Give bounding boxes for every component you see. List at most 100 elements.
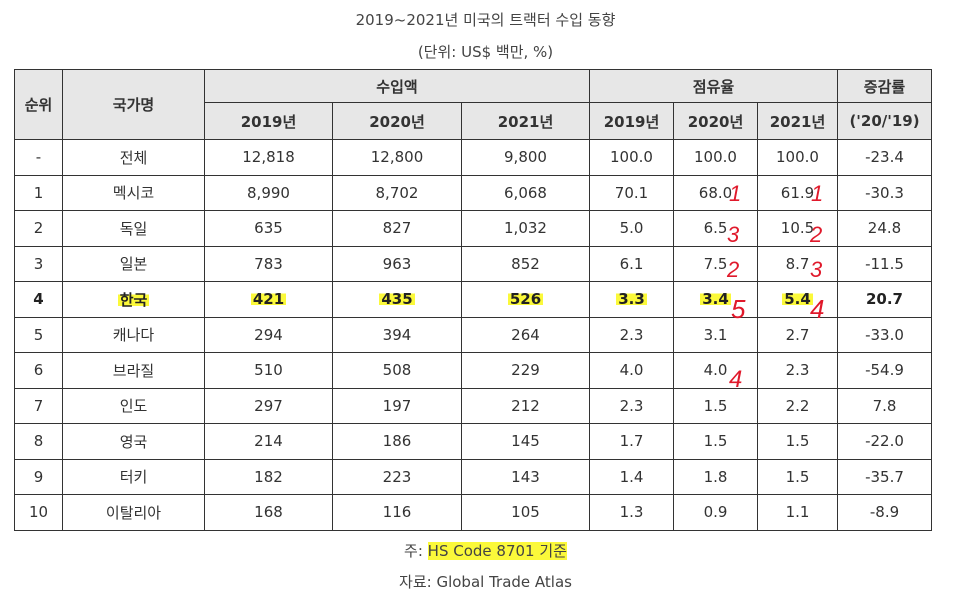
country-cell: 일본 <box>62 245 205 282</box>
table-row: 2 독일 635 827 1,032 5.0 6.5 10.5 24.8 <box>14 210 932 247</box>
country-cell-value: 인도 <box>119 397 148 416</box>
country-cell-value: 이탈리아 <box>105 503 162 522</box>
header-rank: 순위 <box>14 69 63 140</box>
import-2021-cell-value: 1,032 <box>504 219 547 238</box>
share-2020-cell-value: 100.0 <box>694 148 737 167</box>
share-2020-cell-value: 1.5 <box>703 396 728 415</box>
rank-cell-value: 3 <box>33 254 44 273</box>
import-2021-cell-value: 105 <box>511 503 540 522</box>
table-row: 7 인도 297 197 212 2.3 1.5 2.2 7.8 <box>14 387 932 424</box>
header-share-2020: 2020년 <box>673 102 758 140</box>
annotation-2020-rank-germany: 3 <box>727 222 740 247</box>
share-2021-cell-value: 1.1 <box>785 503 810 522</box>
growth-cell-value: 24.8 <box>867 219 902 238</box>
growth-cell: 20.7 <box>837 281 932 318</box>
rank-cell: 10 <box>14 494 63 531</box>
share-2021-cell-value: 61.9 <box>780 183 815 202</box>
import-2020-cell-value: 394 <box>382 325 412 344</box>
annotation-2021-rank-germany: 2 <box>809 222 822 247</box>
import-2020-cell-value: 186 <box>382 432 412 451</box>
table-title: 2019~2021년 미국의 트랙터 수입 동향 <box>355 11 616 29</box>
import-2021-cell-value: 145 <box>511 432 540 451</box>
share-2021-cell-value: 5.4 <box>782 290 813 309</box>
share-2019-cell-value: 2.3 <box>619 325 644 344</box>
import-2019-cell-value: 8,990 <box>247 183 290 202</box>
share-2020-cell: 3.1 <box>673 316 758 353</box>
import-2020-cell: 12,800 <box>332 139 462 176</box>
import-2021-cell-value: 9,800 <box>504 148 547 167</box>
import-2021-cell-value: 6,068 <box>504 183 547 202</box>
share-2019-cell: 6.1 <box>589 245 674 282</box>
import-2021-cell-value: 852 <box>511 254 540 273</box>
share-2019-cell: 3.3 <box>589 281 674 318</box>
header-growth-period: ('20/'19) <box>837 102 932 140</box>
header-imp-2020: 2020년 <box>332 102 462 140</box>
rank-cell-value: 7 <box>33 396 44 415</box>
share-2021-cell-value: 2.7 <box>785 325 810 344</box>
share-2020-cell-value: 1.8 <box>703 467 728 486</box>
import-2019-cell-value: 294 <box>254 325 283 344</box>
share-2019-cell-value: 5.0 <box>619 219 644 238</box>
import-2019-cell-value: 297 <box>254 396 283 415</box>
table-row: - 전체 12,818 12,800 9,800 100.0 100.0 100.0 -23.4 <box>14 139 932 176</box>
table-row: 9 터키 182 223 143 1.4 1.8 1.5 -35.7 <box>14 458 932 495</box>
import-2020-cell: 186 <box>332 423 462 460</box>
unit-label: (단위: US$ 백만, %) <box>417 43 554 61</box>
header-imp-2019: 2019년 <box>204 102 333 140</box>
table-row: 1 멕시코 8,990 8,702 6,068 70.1 68.0 61.9 -30.3 <box>14 174 932 211</box>
import-2019-cell: 297 <box>204 387 333 424</box>
growth-cell: -8.9 <box>837 494 932 531</box>
rank-cell: 7 <box>14 387 63 424</box>
country-cell-value: 한국 <box>117 290 150 309</box>
growth-cell: 7.8 <box>837 387 932 424</box>
growth-cell: -23.4 <box>837 139 932 176</box>
footnote-prefix: 주: <box>404 542 428 560</box>
share-2020-cell: 1.5 <box>673 387 758 424</box>
share-2019-cell-value: 1.7 <box>619 432 644 451</box>
share-2021-cell-value: 2.2 <box>785 396 810 415</box>
growth-cell-value: 20.7 <box>865 290 903 309</box>
growth-cell-value: -35.7 <box>865 467 904 486</box>
share-2019-cell-value: 2.3 <box>619 396 644 415</box>
share-2020-cell-value: 1.5 <box>703 432 728 451</box>
header-growth: 증감률 <box>837 69 932 103</box>
country-cell: 영국 <box>62 423 205 460</box>
share-2020-cell: 0.9 <box>673 494 758 531</box>
import-2020-cell: 116 <box>332 494 462 531</box>
share-2021-cell-value: 100.0 <box>776 148 819 167</box>
share-2021-cell-value: 1.5 <box>785 432 810 451</box>
annotation-2020-rank-brazil: 4 <box>729 366 742 393</box>
import-2020-cell-value: 223 <box>382 467 412 486</box>
import-2019-cell-value: 168 <box>254 503 283 522</box>
import-2020-cell: 963 <box>332 245 462 282</box>
annotation-2020-rank-mexico: 1 <box>729 181 741 206</box>
share-2020-cell: 1.5 <box>673 423 758 460</box>
annotation-2021-rank-korea: 4 <box>810 294 824 324</box>
header-share: 점유율 <box>589 69 838 103</box>
growth-cell-value: -33.0 <box>865 325 904 344</box>
share-2019-cell-value: 6.1 <box>619 254 644 273</box>
share-2019-cell-value: 100.0 <box>610 148 653 167</box>
footnote: 주: HS Code 8701 기준 <box>0 540 971 561</box>
annotation-2020-rank-japan: 2 <box>726 257 739 282</box>
share-2020-cell-value: 3.4 <box>700 290 731 309</box>
growth-cell: 24.8 <box>837 210 932 247</box>
import-2020-cell-value: 963 <box>382 254 412 273</box>
country-cell-value: 브라질 <box>112 361 155 380</box>
rank-cell-value: 6 <box>33 361 44 380</box>
country-cell-value: 독일 <box>119 219 148 238</box>
share-2019-cell: 4.0 <box>589 352 674 389</box>
share-2019-cell: 2.3 <box>589 387 674 424</box>
table-row: 8 영국 214 186 145 1.7 1.5 1.5 -22.0 <box>14 423 932 460</box>
rank-cell-value: 4 <box>33 290 44 309</box>
share-2020-cell-value: 0.9 <box>703 503 728 522</box>
share-2020-cell: 4.0 <box>673 352 758 389</box>
table-row: 6 브라질 510 508 229 4.0 4.0 2.3 -54.9 <box>14 352 932 389</box>
growth-cell-value: -30.3 <box>865 183 904 202</box>
share-2021-cell: 2.7 <box>757 316 838 353</box>
import-2021-cell: 264 <box>461 316 590 353</box>
annotation-2021-rank-japan: 3 <box>810 257 823 282</box>
import-2019-cell: 182 <box>204 458 333 495</box>
table-row: 10 이탈리아 168 116 105 1.3 0.9 1.1 -8.9 <box>14 494 932 531</box>
import-2020-cell-value: 508 <box>382 361 412 380</box>
